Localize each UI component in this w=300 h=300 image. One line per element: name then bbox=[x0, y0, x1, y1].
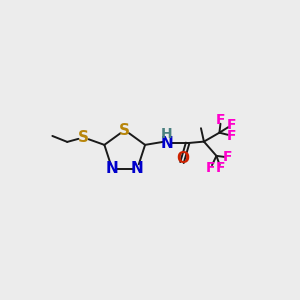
Text: N: N bbox=[131, 161, 144, 176]
Text: F: F bbox=[226, 129, 236, 143]
Text: F: F bbox=[216, 113, 226, 127]
Text: N: N bbox=[160, 136, 173, 151]
Text: S: S bbox=[78, 130, 89, 145]
Text: F: F bbox=[206, 161, 215, 176]
Text: F: F bbox=[216, 161, 226, 176]
Text: S: S bbox=[119, 123, 130, 138]
Text: N: N bbox=[106, 161, 118, 176]
Text: O: O bbox=[177, 151, 190, 166]
Text: H: H bbox=[161, 127, 172, 141]
Text: F: F bbox=[226, 118, 236, 132]
Text: F: F bbox=[223, 150, 232, 164]
